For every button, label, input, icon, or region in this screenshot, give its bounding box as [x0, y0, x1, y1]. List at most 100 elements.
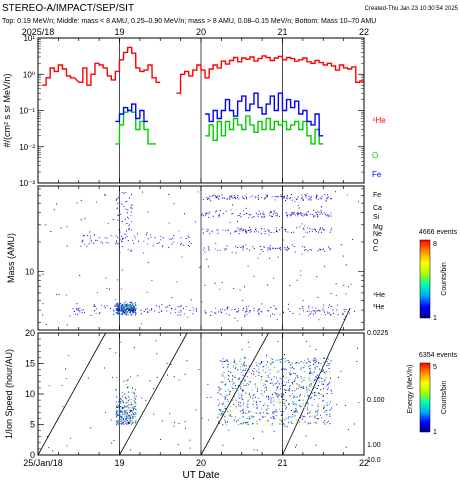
data-point: [158, 306, 160, 307]
data-point: [289, 395, 291, 397]
data-point: [129, 306, 131, 308]
data-point: [225, 248, 227, 250]
data-point: [293, 212, 295, 214]
data-point: [222, 375, 224, 377]
data-point: [218, 198, 220, 200]
data-point: [225, 230, 227, 231]
data-point: [243, 408, 245, 410]
data-point: [236, 311, 238, 313]
data-point: [245, 373, 247, 375]
data-point: [152, 245, 154, 247]
data-point: [322, 396, 324, 397]
data-point: [129, 408, 131, 410]
data-point: [245, 231, 247, 233]
data-point: [318, 231, 319, 233]
data-point: [242, 412, 244, 413]
data-point: [240, 386, 242, 388]
data-point: [281, 397, 283, 399]
data-point: [233, 361, 235, 363]
data-point: [244, 375, 246, 377]
data-point: [133, 392, 135, 394]
data-point: [295, 409, 297, 411]
data-point: [301, 213, 303, 215]
data-point: [286, 194, 288, 196]
data-point: [175, 312, 177, 313]
data-point: [118, 400, 119, 402]
data-point: [276, 411, 278, 413]
data-point: [117, 311, 119, 313]
data-point: [127, 416, 129, 418]
data-point: [120, 341, 122, 343]
data-point: [227, 361, 229, 363]
data-point: [241, 416, 243, 418]
data-point: [301, 196, 303, 198]
data-point: [283, 403, 285, 404]
data-point: [288, 379, 290, 381]
data-point: [263, 391, 265, 393]
data-point: [240, 372, 242, 373]
data-point: [275, 401, 277, 403]
data-point: [307, 358, 309, 360]
data-point: [277, 196, 279, 198]
data-point: [278, 399, 280, 401]
data-point: [133, 309, 135, 311]
data-point: [81, 241, 83, 243]
data-point: [224, 385, 226, 386]
data-point: [147, 243, 149, 245]
y-tick-label: 10: [25, 389, 35, 399]
data-point: [119, 311, 120, 313]
colorbar-label: Counts/bin: [441, 381, 448, 415]
data-point: [234, 308, 236, 310]
data-point: [189, 245, 190, 247]
data-point: [322, 366, 324, 368]
data-point: [310, 360, 312, 362]
data-point: [130, 250, 132, 252]
data-point: [181, 242, 183, 244]
top-date-label: 22: [359, 27, 369, 37]
data-point: [133, 242, 135, 244]
data-point: [128, 304, 130, 306]
colorbar-min: 1: [433, 429, 437, 436]
data-point: [259, 413, 261, 415]
data-point: [129, 304, 131, 305]
data-point: [315, 310, 317, 312]
data-point: [247, 423, 249, 425]
data-point: [268, 230, 270, 232]
data-point: [224, 384, 226, 385]
data-point: [316, 421, 318, 422]
data-point: [295, 444, 297, 446]
data-point: [308, 422, 310, 423]
data-point: [321, 196, 323, 198]
data-point: [213, 194, 215, 196]
data-point: [296, 419, 298, 421]
data-point: [116, 415, 118, 417]
data-point: [252, 397, 254, 399]
data-point: [227, 389, 229, 391]
data-point: [135, 305, 136, 307]
data-point: [76, 303, 78, 305]
data-point: [307, 409, 309, 411]
data-point: [320, 231, 322, 233]
data-point: [261, 393, 263, 395]
data-point: [295, 396, 297, 398]
data-point: [117, 306, 119, 308]
data-point: [246, 383, 248, 384]
data-point: [286, 369, 287, 371]
data-point: [129, 410, 131, 412]
data-point: [127, 249, 129, 251]
data-point: [124, 416, 126, 418]
data-point: [105, 195, 106, 196]
data-point: [117, 305, 118, 307]
data-point: [261, 303, 263, 305]
data-point: [118, 313, 120, 315]
data-point: [260, 393, 262, 395]
data-point: [242, 409, 244, 411]
data-point: [219, 210, 221, 211]
data-point: [294, 390, 296, 392]
data-point: [314, 378, 316, 380]
data-point: [314, 215, 316, 217]
data-point: [234, 196, 236, 198]
data-point: [343, 318, 345, 320]
data-point: [302, 307, 304, 309]
data-point: [198, 369, 200, 371]
